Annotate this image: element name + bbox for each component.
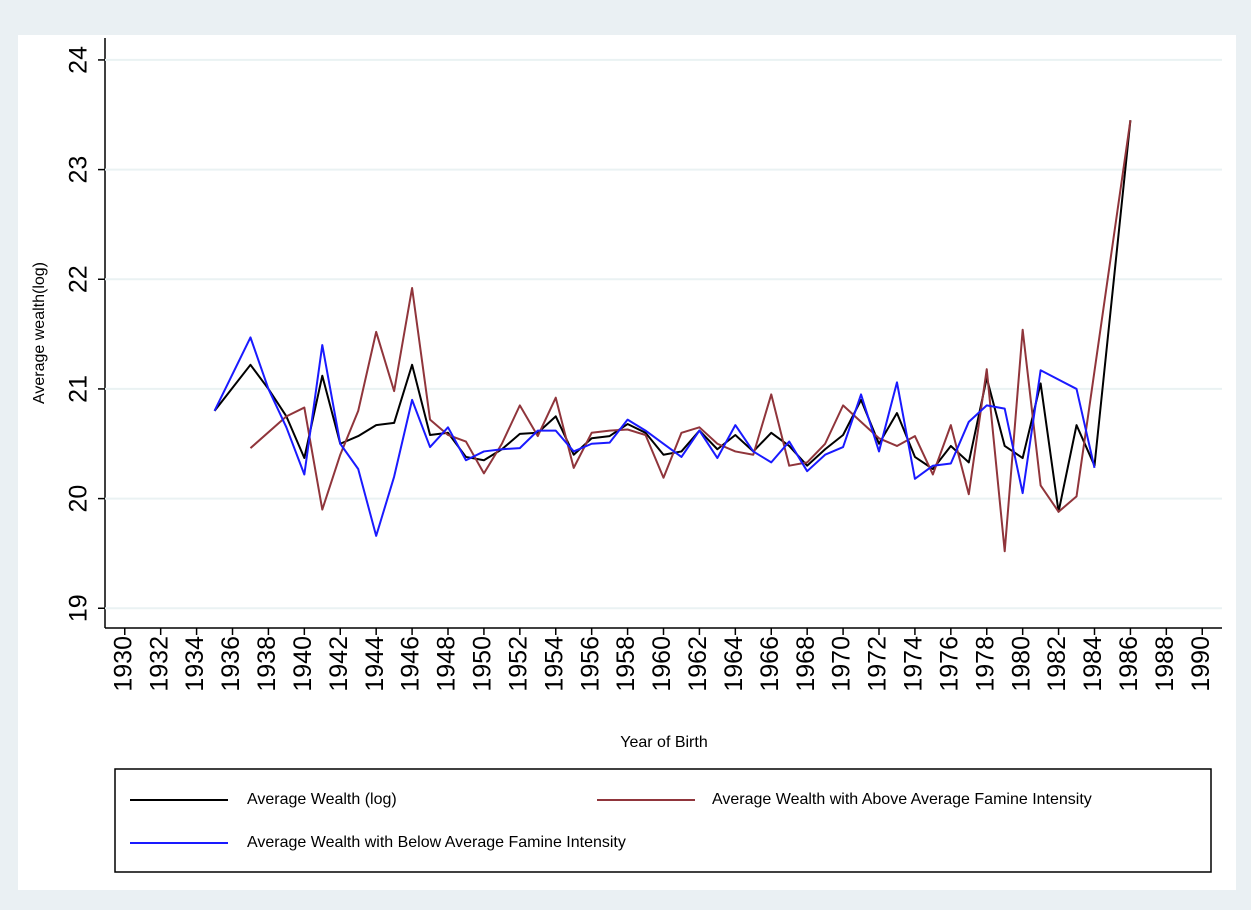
y-tick-label: 23 xyxy=(65,156,93,184)
x-tick-label: 1934 xyxy=(181,636,209,692)
y-axis-title: Average wealth(log) xyxy=(31,262,48,404)
x-tick-label: 1970 xyxy=(828,636,856,692)
x-tick-label: 1982 xyxy=(1043,636,1071,692)
legend: Average Wealth (log) Average Wealth with … xyxy=(114,768,1212,873)
legend-label: Average Wealth with Above Average Famine… xyxy=(712,791,1092,808)
x-tick-label: 1948 xyxy=(433,636,461,692)
series-line xyxy=(213,336,1096,537)
x-tick-label: 1940 xyxy=(289,636,317,692)
x-tick-label: 1950 xyxy=(469,636,497,692)
x-tick-label: 1942 xyxy=(325,636,353,692)
x-tick-label: 1984 xyxy=(1079,636,1107,692)
x-tick-label: 1974 xyxy=(900,636,928,692)
x-tick-label: 1988 xyxy=(1151,636,1179,692)
x-tick-label: 1978 xyxy=(971,636,999,692)
y-tick-label: 24 xyxy=(65,46,93,74)
y-tick-label: 21 xyxy=(65,375,93,403)
x-tick-label: 1932 xyxy=(145,636,173,692)
y-tick-label: 20 xyxy=(65,485,93,513)
x-axis-title: Year of Birth xyxy=(620,734,707,751)
x-tick-label: 1960 xyxy=(648,636,676,692)
x-tick-label: 1962 xyxy=(684,636,712,692)
x-tick-label: 1964 xyxy=(720,636,748,692)
x-tick-label: 1958 xyxy=(612,636,640,692)
legend-label: Average Wealth with Below Average Famine… xyxy=(247,834,626,851)
x-tick-label: 1956 xyxy=(576,636,604,692)
x-tick-label: 1952 xyxy=(504,636,532,692)
x-tick-label: 1944 xyxy=(361,636,389,692)
legend-box xyxy=(114,768,1212,873)
x-tick-label: 1976 xyxy=(935,636,963,692)
x-tick-label: 1968 xyxy=(792,636,820,692)
x-tick-label: 1954 xyxy=(540,636,568,692)
x-tick-label: 1990 xyxy=(1187,636,1215,692)
y-tick-label: 22 xyxy=(65,265,93,293)
x-tick-label: 1986 xyxy=(1115,636,1143,692)
x-tick-label: 1930 xyxy=(109,636,137,692)
x-tick-label: 1966 xyxy=(756,636,784,692)
x-tick-label: 1936 xyxy=(217,636,245,692)
y-tick-label: 19 xyxy=(65,594,93,622)
x-tick-label: 1980 xyxy=(1007,636,1035,692)
graph-region xyxy=(18,35,1236,890)
x-tick-label: 1972 xyxy=(864,636,892,692)
x-tick-label: 1938 xyxy=(253,636,281,692)
x-tick-label: 1946 xyxy=(397,636,425,692)
legend-label: Average Wealth (log) xyxy=(247,791,397,808)
